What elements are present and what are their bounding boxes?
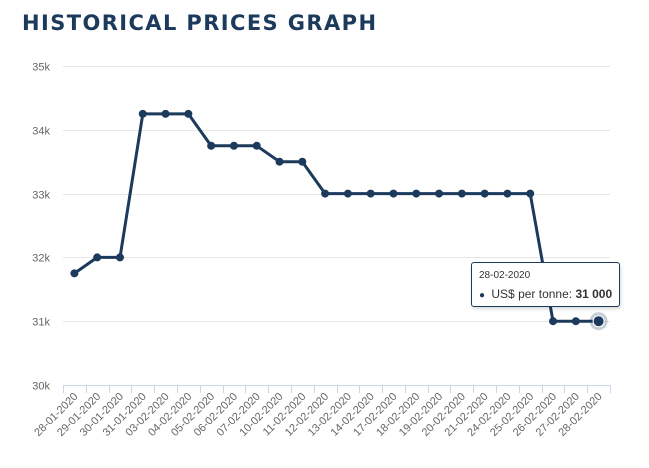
data-point[interactable] [252, 141, 261, 150]
data-point[interactable] [366, 189, 375, 198]
data-point[interactable] [161, 109, 170, 118]
data-point-highlighted[interactable] [592, 315, 605, 328]
data-point[interactable] [343, 189, 352, 198]
data-point[interactable] [321, 189, 330, 198]
y-tick-label: 35k [32, 62, 50, 74]
data-point[interactable] [571, 317, 580, 326]
data-point[interactable] [298, 157, 307, 166]
data-point[interactable] [184, 109, 193, 118]
series-marker-icon: ● [479, 290, 486, 301]
tooltip-value: 31 000 [575, 287, 613, 301]
data-point[interactable] [275, 157, 284, 166]
y-tick-label: 31k [32, 317, 50, 329]
data-point[interactable] [480, 189, 489, 198]
data-point[interactable] [435, 189, 444, 198]
data-point[interactable] [93, 253, 102, 262]
data-point[interactable] [115, 253, 124, 262]
tooltip-series-label: US$ per tonne: [491, 287, 573, 301]
x-axis: 28-01-202029-01-202030-01-202031-01-2020… [32, 385, 611, 439]
price-series[interactable] [70, 109, 608, 331]
y-axis-labels: 30k 31k 32k 33k 34k 35k [32, 62, 50, 393]
tooltip-row: ● US$ per tonne: 31 000 [479, 286, 619, 304]
data-point[interactable] [412, 189, 421, 198]
data-point[interactable] [549, 317, 558, 326]
data-point[interactable] [70, 269, 79, 278]
data-point[interactable] [229, 141, 238, 150]
data-point[interactable] [457, 189, 466, 198]
data-point[interactable] [389, 189, 398, 198]
y-tick-label: 30k [32, 381, 50, 393]
page-title: HISTORICAL PRICES GRAPH [22, 11, 378, 35]
y-tick-label: 32k [32, 253, 50, 265]
y-tick-label: 33k [32, 190, 50, 202]
data-point[interactable] [138, 109, 147, 118]
data-point[interactable] [207, 141, 216, 150]
y-tick-label: 34k [32, 126, 50, 138]
data-tooltip: 28-02-2020 ● US$ per tonne: 31 000 [471, 262, 620, 307]
data-point[interactable] [503, 189, 512, 198]
data-point[interactable] [526, 189, 535, 198]
tooltip-date: 28-02-2020 [479, 270, 531, 281]
